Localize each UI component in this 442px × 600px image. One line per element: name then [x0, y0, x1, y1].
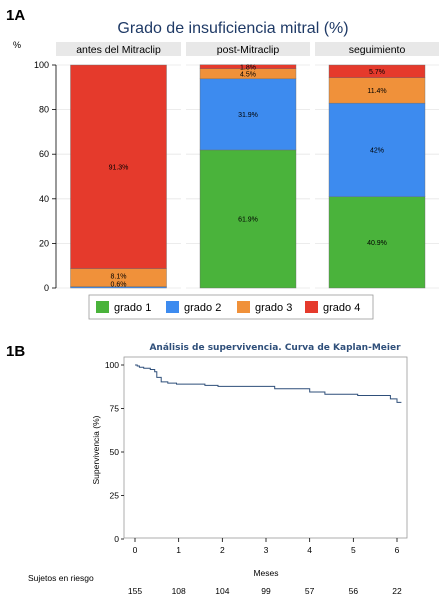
risk-count: 56 [349, 586, 359, 596]
legend-swatch [237, 301, 250, 313]
bar-segment [199, 64, 297, 69]
risk-count: 57 [305, 586, 315, 596]
bar-segment [199, 149, 297, 289]
facet-strip [186, 42, 310, 56]
legend-entry: grado 4 [323, 302, 360, 314]
bar-value-label: 1.8% [240, 64, 256, 71]
bar-segment [328, 196, 426, 289]
y-tick-label: 20 [39, 238, 49, 248]
bar-value-label: 31.9% [238, 112, 258, 119]
legend-entry: grado 3 [255, 302, 292, 314]
bar-value-label: 42% [370, 147, 384, 154]
km-x-tick-label: 6 [395, 545, 400, 555]
km-y-tick-label: 75 [110, 404, 120, 414]
bar-value-label: 61.9% [238, 216, 258, 223]
km-y-tick-label: 25 [110, 491, 120, 501]
km-x-tick-label: 2 [220, 545, 225, 555]
km-x-tick-label: 4 [307, 545, 312, 555]
bar-value-label: 8.1% [111, 274, 127, 281]
bar-chart: 0 20 40 60 80 100 antes del Mitraclip 0.6%8.1% 9… [34, 42, 439, 293]
km-chart-ylabel: Supervivencia (%) [91, 415, 101, 484]
facet-strip [56, 42, 181, 56]
km-survival-line [135, 364, 402, 403]
km-x-tick-label: 1 [176, 545, 181, 555]
risk-table: 155 108 104 99 57 56 22 [128, 586, 402, 596]
y-tick-label: 0 [44, 283, 49, 293]
km-y-tick-label: 50 [110, 447, 120, 457]
bar-segment [199, 78, 297, 151]
bar-segment [328, 102, 426, 197]
legend-box [88, 294, 374, 320]
bar-chart-legend: grado 1 grado 2 grado 3 grado 4 [88, 294, 374, 320]
bar-segment [70, 64, 167, 269]
y-tick-label: 60 [39, 149, 49, 159]
km-x-tick-label: 3 [264, 545, 269, 555]
bar-chart-title: Grado de insuficiencia mitral (%) [117, 20, 348, 37]
risk-count: 104 [215, 586, 229, 596]
km-y-tick-label: 100 [105, 360, 119, 370]
risk-table-label: Sujetos en riesgo [28, 573, 94, 583]
bar-segment [328, 77, 426, 104]
y-tick-label: 100 [34, 60, 49, 70]
bar-value-label: 4.5% [240, 71, 256, 78]
legend-swatch [96, 301, 109, 313]
bar-value-label: 91.3% [109, 164, 129, 171]
risk-count: 99 [261, 586, 271, 596]
bar-value-label: 5.7% [369, 69, 385, 76]
legend-entry: grado 2 [184, 302, 221, 314]
km-x-tick-label: 0 [133, 545, 138, 555]
legend-swatch [305, 301, 318, 313]
km-chart-xlabel: Meses [253, 568, 278, 578]
bar-value-label: 11.4% [367, 88, 386, 95]
risk-count: 22 [392, 586, 402, 596]
km-chart-title: Análisis de supervivencia. Curva de Kapl… [149, 343, 401, 353]
bar-chart-ylabel: % [13, 40, 21, 50]
bar-segment [328, 64, 426, 78]
panel-b-label: 1B [6, 343, 25, 360]
y-tick-label: 80 [39, 105, 49, 115]
km-frame [123, 356, 408, 539]
risk-count: 108 [172, 586, 186, 596]
panel-a-label: 1A [6, 7, 25, 24]
legend-entry: grado 1 [114, 302, 151, 314]
km-chart: 0 25 50 75 100 0 1 2 3 4 5 6 [105, 356, 408, 555]
km-x-tick-label: 5 [351, 545, 356, 555]
y-tick-label: 40 [39, 194, 49, 204]
facet-strip [315, 42, 439, 56]
bar-value-label: 0.6% [111, 282, 127, 289]
facet-strip-label: post-Mitraclip [217, 44, 280, 56]
legend-swatch [166, 301, 179, 313]
facet-strip-label: antes del Mitraclip [76, 44, 161, 56]
facet-strip-label: seguimiento [349, 44, 406, 56]
risk-count: 155 [128, 586, 142, 596]
km-y-tick-label: 0 [114, 534, 119, 544]
bar-value-label: 40.9% [367, 240, 387, 247]
